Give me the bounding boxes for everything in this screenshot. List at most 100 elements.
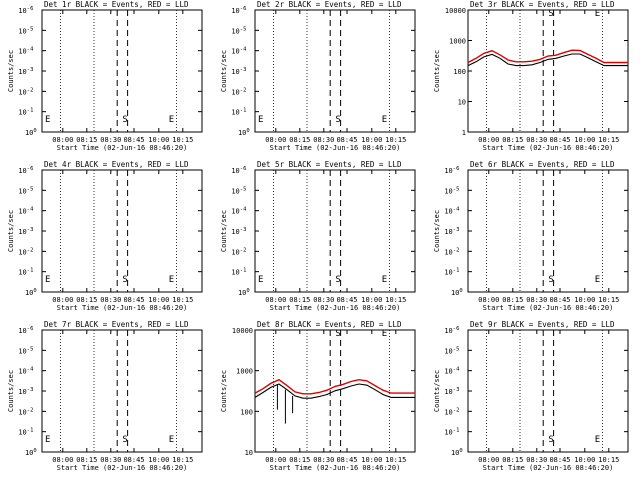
y-tick-label: 10-3 — [18, 387, 33, 396]
y-tick-label: 10-4 — [18, 367, 34, 376]
x-tick-label: 10:15 — [598, 136, 619, 144]
x-tick-label: 08:45 — [123, 296, 144, 304]
y-tick-label: 10-1 — [18, 268, 33, 277]
y-tick-label: 10-2 — [18, 87, 33, 96]
y-axis-label: Counts/sec — [220, 370, 228, 412]
y-tick-label: 1000 — [449, 38, 466, 46]
y-tick-label: 10-5 — [18, 346, 33, 355]
y-tick-label: 10-4 — [18, 47, 34, 56]
y-tick-label: 10-3 — [18, 67, 33, 76]
panel-det-2r: Det 2r BLACK = Events, RED = LLD 100 10-1 1… — [220, 0, 416, 152]
y-tick-label: 10-6 — [18, 6, 33, 15]
y-axis-label: Counts/sec — [433, 50, 441, 92]
marker-e: E — [595, 9, 600, 19]
x-tick-label: 08:15 — [76, 136, 97, 144]
x-tick-label: 10:00 — [361, 296, 382, 304]
x-tick-label: 08:45 — [123, 136, 144, 144]
panel-det-1r: Det 1r BLACK = Events, RED = LLD 100 10-1 1… — [7, 0, 203, 152]
x-tick-label: 10:00 — [574, 456, 595, 464]
y-tick-label: 1000 — [236, 368, 253, 376]
marker-e: E — [595, 435, 600, 445]
marker-s: S — [122, 275, 127, 285]
x-tick-label: 10:15 — [172, 456, 193, 464]
x-axis-label: Start Time (02-Jun-16 08:46:20) — [270, 144, 401, 152]
marker-s: S — [548, 435, 553, 445]
panel-det-8r: Det 8r BLACK = Events, RED = LLD 10 100 100… — [220, 320, 416, 472]
x-tick-label: 08:45 — [549, 456, 570, 464]
marker-e: E — [258, 115, 263, 125]
x-tick-label: 08:45 — [336, 456, 357, 464]
y-tick-label: 10-1 — [231, 268, 246, 277]
y-tick-label: 10-6 — [444, 166, 459, 175]
panel-title: Det 4r BLACK = Events, RED = LLD — [44, 160, 189, 169]
marker-e: E — [45, 115, 50, 125]
x-tick-label: 10:00 — [361, 456, 382, 464]
y-tick-label: 10-5 — [444, 186, 459, 195]
y-tick-label: 100 — [453, 68, 466, 76]
marker-s: S — [548, 9, 553, 19]
y-tick-label: 10-5 — [18, 26, 33, 35]
x-tick-label: 10:15 — [172, 296, 193, 304]
plot-frame — [467, 169, 629, 293]
y-tick-label: 10-6 — [444, 326, 459, 335]
panel-title: Det 9r BLACK = Events, RED = LLD — [470, 320, 615, 329]
marker-e: E — [382, 275, 387, 285]
marker-s: S — [122, 435, 127, 445]
y-axis-label: Counts/sec — [7, 370, 15, 412]
x-tick-label: 08:30 — [100, 296, 121, 304]
x-tick-label: 08:30 — [100, 136, 121, 144]
panel-title: Det 2r BLACK = Events, RED = LLD — [257, 0, 402, 9]
x-tick-label: 10:15 — [385, 456, 406, 464]
x-tick-label: 08:00 — [478, 296, 499, 304]
x-tick-label: 08:45 — [549, 136, 570, 144]
y-tick-label: 10-4 — [231, 47, 247, 56]
y-tick-label: 10-2 — [18, 407, 33, 416]
marker-e: E — [595, 275, 600, 285]
marker-e: E — [45, 275, 50, 285]
marker-s: S — [335, 275, 340, 285]
plot-frame — [41, 329, 203, 453]
panel-title: Det 1r BLACK = Events, RED = LLD — [44, 0, 189, 9]
marker-s: S — [122, 115, 127, 125]
y-tick-label: 10 — [245, 449, 253, 457]
x-tick-label: 08:45 — [336, 296, 357, 304]
y-tick-label: 10-4 — [231, 207, 247, 216]
y-tick-label: 10 — [458, 99, 466, 107]
y-tick-label: 10000 — [445, 7, 466, 15]
y-tick-label: 10-6 — [18, 166, 33, 175]
y-tick-label: 10-3 — [231, 67, 246, 76]
x-tick-label: 08:45 — [123, 456, 144, 464]
y-tick-label: 10-6 — [18, 326, 33, 335]
y-tick-label: 100 — [451, 288, 463, 297]
y-tick-label: 10-1 — [18, 108, 33, 117]
y-tick-label: 10-6 — [231, 166, 246, 175]
plot-frame — [467, 9, 629, 133]
y-tick-label: 10-4 — [444, 367, 460, 376]
plot-frame — [254, 329, 416, 453]
x-axis-label: Start Time (02-Jun-16 08:46:20) — [270, 304, 401, 312]
marker-e: E — [169, 435, 174, 445]
x-axis-label: Start Time (02-Jun-16 08:46:20) — [483, 144, 614, 152]
x-axis-label: Start Time (02-Jun-16 08:46:20) — [57, 304, 188, 312]
x-tick-label: 08:15 — [502, 136, 523, 144]
y-tick-label: 10-1 — [231, 108, 246, 117]
x-tick-label: 08:00 — [478, 456, 499, 464]
y-tick-label: 10-5 — [231, 26, 246, 35]
y-tick-label: 10-1 — [444, 268, 459, 277]
x-axis-label: Start Time (02-Jun-16 08:46:20) — [57, 464, 188, 472]
x-tick-label: 08:45 — [549, 296, 570, 304]
y-tick-label: 1 — [462, 129, 466, 137]
marker-s: S — [335, 329, 340, 339]
y-axis-label: Counts/sec — [7, 50, 15, 92]
y-tick-label: 100 — [240, 408, 253, 416]
series-line-events — [254, 383, 415, 399]
y-axis-label: Counts/sec — [220, 210, 228, 252]
x-axis-label: Start Time (02-Jun-16 08:46:20) — [483, 464, 614, 472]
panel-title: Det 7r BLACK = Events, RED = LLD — [44, 320, 189, 329]
series-line-lld — [254, 378, 415, 395]
x-tick-label: 08:30 — [313, 296, 334, 304]
x-tick-label: 08:30 — [526, 456, 547, 464]
y-tick-label: 10-3 — [18, 227, 33, 236]
x-tick-label: 08:45 — [336, 136, 357, 144]
